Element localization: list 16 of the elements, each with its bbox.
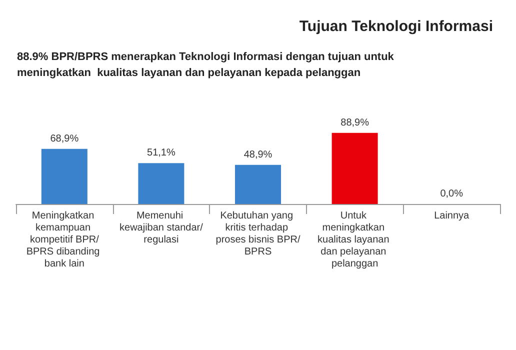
- bar: [332, 132, 378, 204]
- chart-title: Tujuan Teknologi Informasi: [299, 18, 494, 35]
- x-tick-label: Meningkatkan kemampuan kompetitif BPR/BPRS dibanding bank lain: [26, 210, 102, 270]
- data-label: 88,9%: [340, 117, 370, 128]
- data-label: 48,9%: [244, 149, 272, 160]
- x-tick-label: Untuk meningkatkan kualitas layanan dan pelayanan pelanggan: [318, 210, 392, 270]
- bar: [41, 148, 88, 204]
- bar: [235, 164, 281, 204]
- data-label: 51,1%: [147, 148, 176, 159]
- x-tick-label: Kebutuhan yang kritis terhadap proses bisnis BPR/BPRS: [216, 210, 300, 258]
- x-tick-label: Lainnya: [434, 210, 470, 222]
- data-label: 0,0%: [440, 188, 464, 200]
- bar: [138, 163, 184, 204]
- data-label: 68,9%: [50, 133, 79, 144]
- x-tick-label: Memenuhi kewajiban standar/regulasi: [120, 210, 204, 246]
- chart-subtitle: 88.9% BPR/BPRS menerapkan Teknologi Informasi dengan tujuan untuk meningkatkan kualitas layanan dan pelayanan kepada pelanggan: [17, 51, 397, 79]
